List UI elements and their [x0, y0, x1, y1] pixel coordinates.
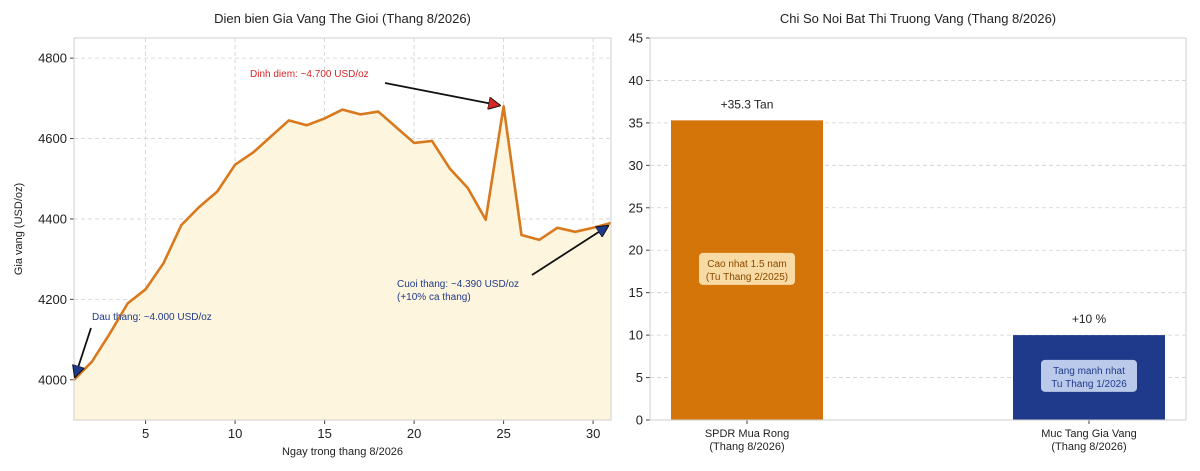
right-y-tick-label: 30: [629, 158, 643, 173]
right-y-tick-label: 5: [636, 370, 643, 385]
right-y-tick-label: 20: [629, 243, 643, 258]
right-chart-title: Chi So Noi Bat Thi Truong Vang (Thang 8/…: [780, 11, 1056, 26]
right-y-tick-label: 0: [636, 413, 643, 428]
end-annotation-subtext: (+10% ca thang): [397, 292, 471, 303]
bar-inner-label-box: [699, 252, 795, 285]
left-x-tick-label: 25: [496, 426, 510, 441]
bar-category-sublabel: (Thang 8/2026): [1051, 441, 1126, 453]
right-y-tick-label: 25: [629, 200, 643, 215]
left-y-tick-label: 4600: [38, 131, 67, 146]
right-y-tick-label: 15: [629, 285, 643, 300]
left-chart-title: Dien bien Gia Vang The Gioi (Thang 8/202…: [214, 11, 471, 26]
left-y-tick-label: 4200: [38, 292, 67, 307]
price-area-fill: [74, 106, 611, 420]
bar-category-label: SPDR Mua Rong: [705, 428, 789, 440]
bar-category-label: Muc Tang Gia Vang: [1041, 428, 1137, 440]
left-x-tick-label: 15: [317, 426, 331, 441]
right-y-tick-label: 40: [629, 73, 643, 88]
bar-inner-label-line2: Tu Thang 1/2026: [1051, 379, 1127, 390]
peak-annotation-arrow: [384, 82, 500, 105]
left-x-tick-label: 30: [586, 426, 600, 441]
start-annotation-arrow: [75, 327, 92, 377]
right-y-tick-label: 45: [629, 31, 643, 46]
right-y-tick-label: 35: [629, 115, 643, 130]
right-plot-frame: [649, 37, 1187, 421]
left-y-tick-label: 4000: [38, 372, 67, 387]
left-x-axis-label: Ngay trong thang 8/2026: [282, 446, 403, 458]
bar-category-sublabel: (Thang 8/2026): [709, 441, 784, 453]
left-plot-frame: [73, 37, 612, 421]
bar-value-label: +35.3 Tan: [721, 97, 774, 111]
start-annotation-text: Dau thang: ~4.000 USD/oz: [92, 312, 212, 323]
peak-annotation-text: Dinh diem: ~4.700 USD/oz: [250, 69, 369, 80]
left-y-tick-label: 4800: [38, 51, 67, 66]
end-annotation-arrow: [531, 226, 608, 276]
bar-inner-label-box: [1041, 359, 1137, 392]
bar-inner-label-line1: Tang manh nhat: [1053, 366, 1125, 377]
end-annotation-text: Cuoi thang: ~4.390 USD/oz: [397, 279, 519, 290]
bar-inner-label-line1: Cao nhat 1.5 nam: [707, 259, 787, 270]
left-x-tick-label: 10: [228, 426, 242, 441]
left-x-tick-label: 20: [407, 426, 421, 441]
price-line: [73, 105, 612, 381]
right-y-tick-label: 10: [629, 328, 643, 343]
bar-inner-label-line2: (Tu Thang 2/2025): [706, 272, 788, 283]
left-y-tick-label: 4400: [38, 211, 67, 226]
left-y-axis-label: Gia vang (USD/oz): [13, 183, 25, 275]
bar-value-label: +10 %: [1072, 312, 1107, 326]
left-x-tick-label: 5: [142, 426, 149, 441]
